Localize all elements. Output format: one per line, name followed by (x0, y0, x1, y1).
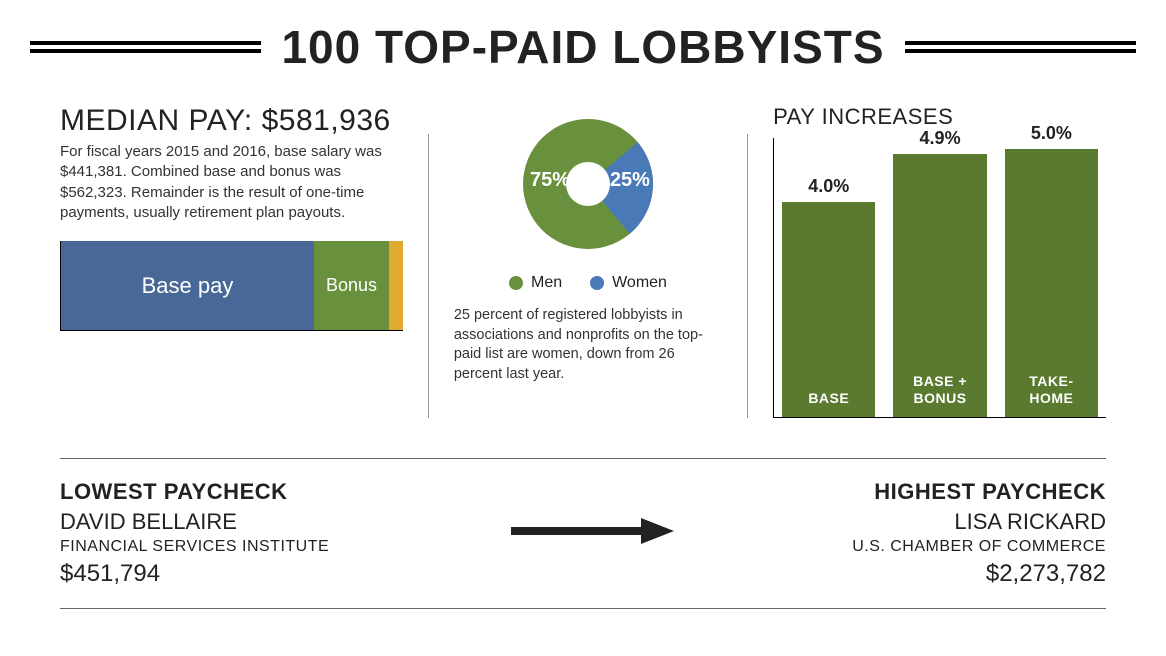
legend-women: Women (590, 274, 667, 292)
main-row: MEDIAN PAY: $581,936 For fiscal years 20… (30, 104, 1136, 438)
median-pay-desc: For fiscal years 2015 and 2016, base sal… (60, 142, 403, 223)
pay-increase-bar: 4.0%BASE (782, 202, 875, 417)
pay-increase-bar: 4.9%BASE +BONUS (893, 154, 986, 417)
donut-desc: 25 percent of registered lobbyists in as… (454, 306, 722, 384)
median-pay-panel: MEDIAN PAY: $581,936 For fiscal years 20… (60, 104, 428, 418)
legend-men-label: Men (531, 274, 562, 292)
header: 100 TOP-PAID LOBBYISTS (30, 20, 1136, 74)
donut-women-label: 25% (610, 169, 650, 192)
header-rule-left (30, 41, 261, 53)
stacked-bar-segment: Base pay (61, 241, 314, 330)
stacked-bar-segment: Bonus (314, 241, 389, 330)
legend-men: Men (509, 274, 562, 292)
bar-label: BASE +BONUS (913, 373, 967, 407)
bar-value: 4.0% (808, 176, 849, 197)
lowest-paycheck: LOWEST PAYCHECK DAVID BELLAIRE FINANCIAL… (60, 477, 329, 590)
median-pay-title: MEDIAN PAY: $581,936 (60, 104, 403, 138)
median-pay-stacked-bar: Base payBonus (60, 241, 403, 331)
donut-chart: 75% 25% (508, 104, 668, 264)
highest-amount: $2,273,782 (852, 558, 1106, 590)
gender-donut-panel: 75% 25% Men Women 25 percent of registere… (429, 104, 747, 418)
pay-increases-panel: PAY INCREASES 4.0%BASE4.9%BASE +BONUS5.0… (748, 104, 1106, 418)
bar-label: TAKE-HOME (1029, 373, 1073, 407)
page-title: 100 TOP-PAID LOBBYISTS (281, 20, 884, 74)
highest-paycheck: HIGHEST PAYCHECK LISA RICKARD U.S. CHAMB… (852, 477, 1106, 590)
highest-title: HIGHEST PAYCHECK (852, 477, 1106, 507)
pay-increase-bar: 5.0%TAKE-HOME (1005, 149, 1098, 417)
bar-value: 4.9% (920, 128, 961, 149)
highest-org: U.S. CHAMBER OF COMMERCE (852, 536, 1106, 558)
pay-increases-bar-chart: 4.0%BASE4.9%BASE +BONUS5.0%TAKE-HOME (773, 138, 1106, 418)
donut-men-label: 75% (530, 169, 570, 192)
bar-label: BASE (808, 390, 849, 407)
bar-value: 5.0% (1031, 123, 1072, 144)
stacked-bar-segment (389, 241, 403, 330)
swatch-women (590, 276, 604, 290)
lowest-title: LOWEST PAYCHECK (60, 477, 329, 507)
header-rule-right (905, 41, 1136, 53)
donut-legend: Men Women (454, 274, 722, 292)
lowest-name: DAVID BELLAIRE (60, 507, 329, 537)
lowest-org: FINANCIAL SERVICES INSTITUTE (60, 536, 329, 558)
paycheck-footer: LOWEST PAYCHECK DAVID BELLAIRE FINANCIAL… (60, 458, 1106, 609)
lowest-amount: $451,794 (60, 558, 329, 590)
highest-name: LISA RICKARD (852, 507, 1106, 537)
swatch-men (509, 276, 523, 290)
arrow-icon (506, 516, 676, 551)
legend-women-label: Women (612, 274, 667, 292)
